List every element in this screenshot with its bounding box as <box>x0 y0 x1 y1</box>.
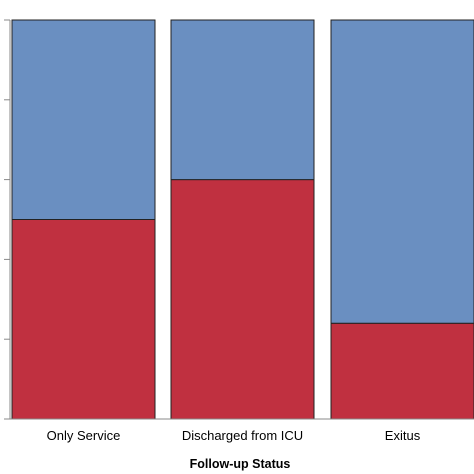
x-axis-title: Follow-up Status <box>190 457 291 471</box>
bar-segment-blue <box>330 19 474 324</box>
bar-segment-red <box>170 179 315 420</box>
x-tick-labels: Only Service Discharged from ICU Exitus <box>47 428 421 443</box>
bar-segment-blue <box>170 19 315 181</box>
bars-group <box>11 19 474 420</box>
x-tick-label: Discharged from ICU <box>182 428 303 443</box>
bar-segment-red <box>11 219 156 420</box>
bar-segment-red <box>330 322 474 420</box>
x-tick-label: Exitus <box>385 428 421 443</box>
y-axis <box>4 19 11 420</box>
bar-segment-blue <box>11 19 156 220</box>
x-tick-label: Only Service <box>47 428 121 443</box>
